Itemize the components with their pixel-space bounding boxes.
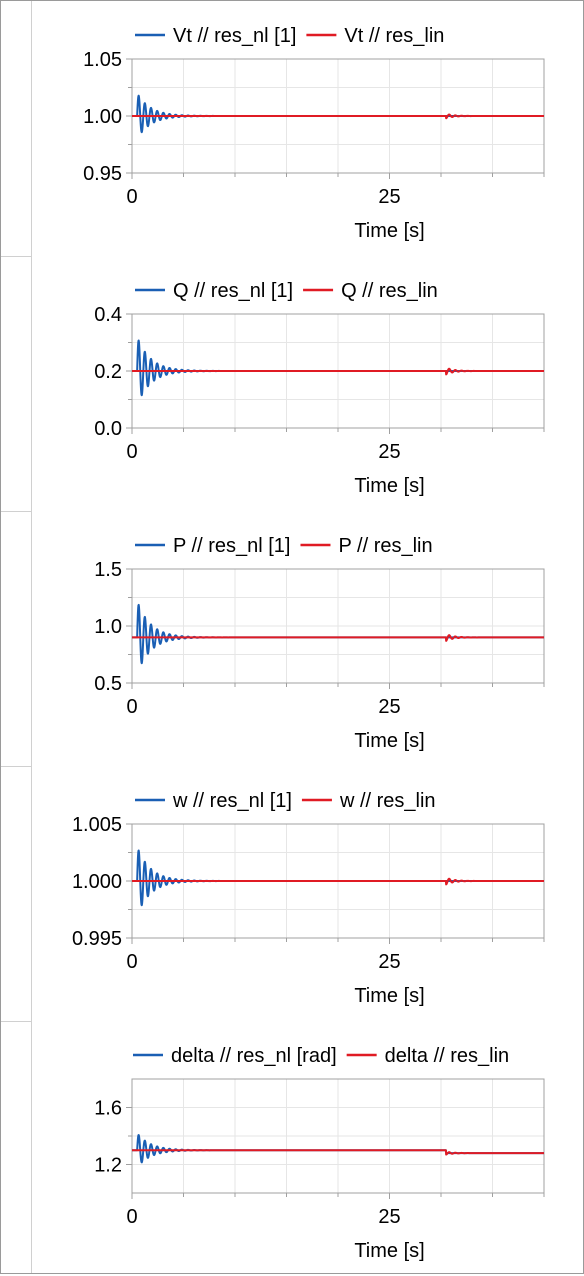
gutter-divider [1,1021,31,1022]
legend-label: delta // res_lin [385,1045,510,1067]
x-tick-label: 0 [126,441,137,463]
y-tick-label: 1.05 [83,49,122,71]
x-tick-label: 0 [126,951,137,973]
legend: Q // res_nl [1] Q // res_lin [135,280,438,302]
legend-label: P // res_nl [1] [173,535,290,557]
legend: delta // res_nl [rad] delta // res_lin [133,1045,509,1067]
y-tick-label: 1.2 [94,1155,122,1177]
gutter-divider [1,511,31,512]
y-tick-label: 0.2 [94,361,122,383]
x-tick-label: 25 [378,696,400,718]
x-axis-label: Time [s] [354,475,424,497]
x-tick-label: 25 [378,951,400,973]
legend: P // res_nl [1] P // res_lin [135,535,433,557]
plot-panel-delta[interactable]: delta // res_nl [rad] delta // res_lin 1.6… [32,1021,583,1276]
plot-panel-q[interactable]: Q // res_nl [1] Q // res_lin 0.4 0.2 0.0 0 25 T… [32,256,583,511]
legend-label: Vt // res_nl [1] [173,25,296,47]
chart-svg[interactable]: P // res_nl [1] P // res_lin 1.5 1.0 0.50 25 T… [32,511,583,766]
series-line-lin [131,113,545,120]
gutter-divider [1,766,31,767]
legend-label: Q // res_nl [1] [173,280,293,302]
legend-label: delta // res_nl [rad] [171,1045,337,1067]
x-axis-label: Time [s] [354,220,424,242]
x-tick-label: 0 [126,696,137,718]
y-tick-label: 1.000 [72,871,122,893]
left-gutter [1,1,32,1273]
chart-svg[interactable]: Vt // res_nl [1] Vt // res_lin 1.05 1.00 0.9… [32,1,583,256]
series-line-lin [131,367,545,376]
y-tick-label: 1.0 [94,616,122,638]
plot-panel-vt[interactable]: Vt // res_nl [1] Vt // res_lin 1.05 1.00 0.9… [32,1,583,256]
y-tick-label: 1.005 [72,814,122,836]
legend: Vt // res_nl [1] Vt // res_lin [135,25,444,47]
legend-label: Vt // res_lin [344,25,444,47]
y-tick-label: 0.5 [94,673,122,695]
x-axis-label: Time [s] [354,985,424,1007]
legend-label: Q // res_lin [341,280,438,302]
legend-label: P // res_lin [338,535,432,557]
gutter-divider [1,256,31,257]
chart-svg[interactable]: w // res_nl [1] w // res_lin 1.005 1.000 0.9… [32,766,583,1021]
series-line-lin [131,634,545,642]
y-tick-label: 1.00 [83,106,122,128]
plot-panel-p[interactable]: P // res_nl [1] P // res_lin 1.5 1.0 0.5 0 25 T… [32,511,583,766]
y-tick-label: 0.0 [94,418,122,440]
x-tick-label: 25 [378,441,400,463]
y-tick-label: 0.995 [72,928,122,950]
chart-svg[interactable]: Q // res_nl [1] Q // res_lin 0.4 0.2 0.00 25 T… [32,256,583,511]
x-tick-label: 25 [378,186,400,208]
y-tick-label: 1.6 [94,1098,122,1120]
chart-svg[interactable]: delta // res_nl [rad] delta // res_lin 1.6… [32,1021,583,1276]
x-tick-label: 25 [378,1206,400,1228]
x-tick-label: 0 [126,186,137,208]
series-line-lin [131,1149,545,1156]
x-axis-label: Time [s] [354,730,424,752]
legend-label: w // res_lin [339,790,436,812]
series-line-lin [131,877,545,886]
y-tick-label: 0.4 [94,304,122,326]
y-tick-label: 1.5 [94,559,122,581]
legend-label: w // res_nl [1] [172,790,292,812]
x-tick-label: 0 [126,1206,137,1228]
legend: w // res_nl [1] w // res_lin [135,790,436,812]
y-tick-label: 0.95 [83,163,122,185]
x-axis-label: Time [s] [354,1240,424,1262]
plot-panel-w[interactable]: w // res_nl [1] w // res_lin 1.005 1.000 0.9… [32,766,583,1021]
